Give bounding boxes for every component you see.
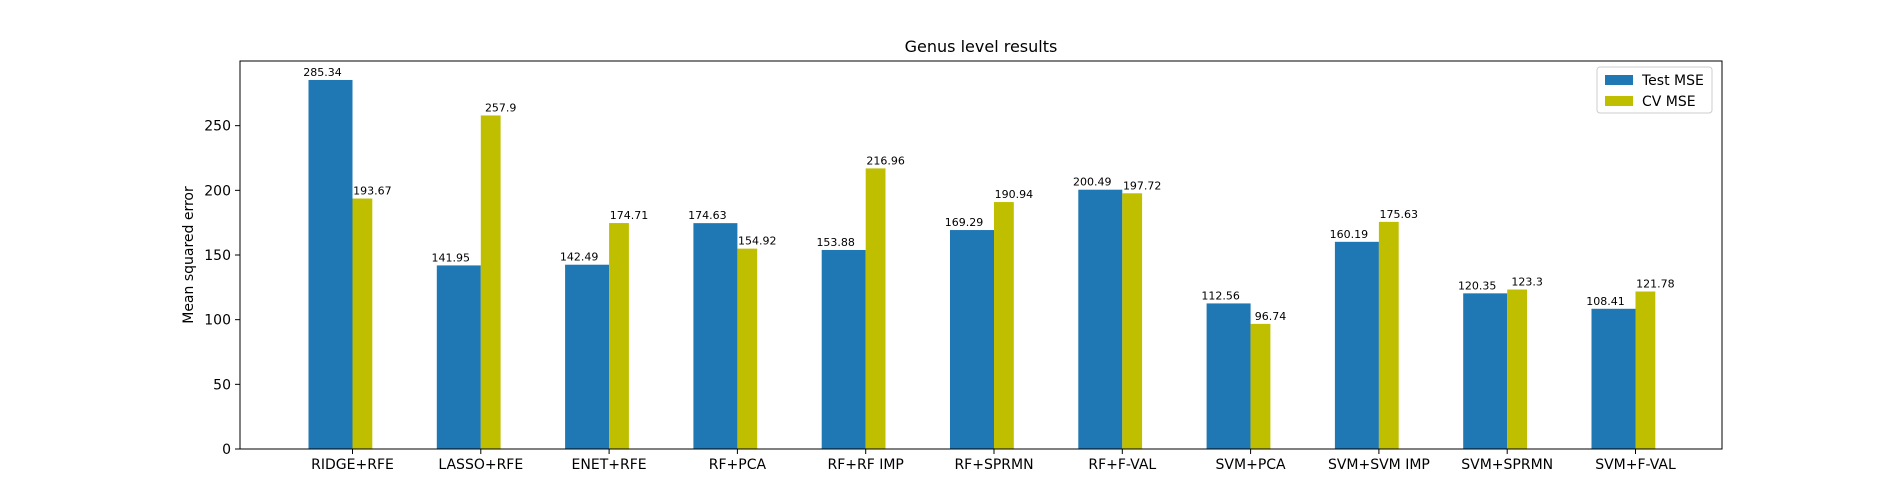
bar-value-label: 216.96 xyxy=(866,154,905,167)
bar-cv-mse xyxy=(865,168,886,449)
y-tick-label: 250 xyxy=(204,119,231,135)
bar-value-label: 121.78 xyxy=(1636,277,1675,290)
x-tick-label: RF+SPRMN xyxy=(954,457,1033,473)
chart-title: Genus level results xyxy=(905,37,1058,56)
x-tick-label: LASSO+RFE xyxy=(438,457,523,473)
y-tick-label: 50 xyxy=(213,377,231,393)
bar-value-label: 169.29 xyxy=(945,216,984,229)
y-tick-label: 200 xyxy=(204,183,231,199)
bar-test-mse xyxy=(1463,293,1508,449)
x-axis-ticks: RIDGE+RFE LASSO+RFE ENET+RFE RF+PCA RF+RF IM… xyxy=(311,449,1676,473)
bar-cv-mse xyxy=(1122,193,1143,449)
bar-cv-mse xyxy=(1507,289,1527,449)
legend-label: CV MSE xyxy=(1642,94,1696,110)
x-tick-label: RF+RF IMP xyxy=(827,457,903,473)
bar-value-label: 190.94 xyxy=(995,188,1034,201)
bar-value-labels: 285.34 193.67 141.95 257.9 142.49 174.71 174.6… xyxy=(303,66,1674,323)
bar-value-label: 160.19 xyxy=(1330,228,1369,241)
bar-test-mse xyxy=(1591,308,1636,449)
legend: Test MSE CV MSE xyxy=(1596,66,1713,114)
bar-test-mse xyxy=(436,265,481,449)
bar-value-label: 96.74 xyxy=(1255,310,1287,323)
bar-test-mse xyxy=(821,249,866,449)
bar-value-label: 112.56 xyxy=(1201,289,1240,302)
x-tick-label: SVM+SPRMN xyxy=(1461,457,1553,473)
bar-test-mse xyxy=(1078,189,1123,450)
bar-test-mse xyxy=(308,79,353,449)
bar-cv-mse xyxy=(352,198,373,449)
x-tick-label: RIDGE+RFE xyxy=(311,457,394,473)
x-tick-label: SVM+SVM IMP xyxy=(1328,457,1430,473)
x-tick-label: RF+F-VAL xyxy=(1088,457,1156,473)
x-tick-label: SVM+F-VAL xyxy=(1595,457,1676,473)
bar-cv-mse xyxy=(1635,291,1656,449)
bar-cv-mse xyxy=(994,202,1014,449)
y-tick-label: 100 xyxy=(204,313,231,329)
legend-label: Test MSE xyxy=(1641,73,1704,89)
y-axis-label: Mean squared error xyxy=(181,186,197,324)
x-tick-label: RF+PCA xyxy=(709,457,767,473)
bar-value-label: 174.71 xyxy=(610,209,649,222)
bar-series-group xyxy=(308,79,1656,450)
bar-value-label: 142.49 xyxy=(560,251,599,264)
bar-value-label: 197.72 xyxy=(1123,179,1162,192)
bar-value-label: 257.9 xyxy=(485,101,517,114)
bar-value-label: 193.67 xyxy=(353,185,392,198)
bar-value-label: 285.34 xyxy=(303,66,342,79)
legend-swatch xyxy=(1605,75,1633,85)
bar-cv-mse xyxy=(609,223,629,449)
legend-swatch xyxy=(1605,96,1633,106)
x-tick-label: ENET+RFE xyxy=(572,457,647,473)
bar-value-label: 120.35 xyxy=(1458,279,1497,292)
bar-value-label: 108.41 xyxy=(1586,295,1625,308)
bar-value-label: 153.88 xyxy=(816,236,855,249)
bar-value-label: 154.92 xyxy=(738,235,777,248)
bar-cv-mse xyxy=(1378,221,1399,449)
bar-value-label: 174.63 xyxy=(688,209,727,222)
bar-value-label: 175.63 xyxy=(1380,208,1419,221)
bar-test-mse xyxy=(950,230,994,449)
bar-value-label: 123.3 xyxy=(1511,276,1543,289)
bar-cv-mse xyxy=(737,248,758,449)
plot-area-frame xyxy=(239,60,1723,450)
y-tick-label: 0 xyxy=(222,442,231,458)
bar-test-mse xyxy=(565,264,610,449)
y-tick-label: 150 xyxy=(204,248,231,264)
x-tick-label: SVM+PCA xyxy=(1216,457,1286,473)
bar-cv-mse xyxy=(1250,323,1271,449)
bar-test-mse xyxy=(1334,241,1379,449)
bar-test-mse xyxy=(1206,303,1251,449)
bar-test-mse xyxy=(693,223,738,449)
bar-value-label: 141.95 xyxy=(432,251,471,264)
y-axis-ticks: 0 50 100 150 200 250 xyxy=(204,119,240,458)
bar-value-label: 200.49 xyxy=(1073,176,1112,189)
bar-cv-mse xyxy=(480,115,501,449)
